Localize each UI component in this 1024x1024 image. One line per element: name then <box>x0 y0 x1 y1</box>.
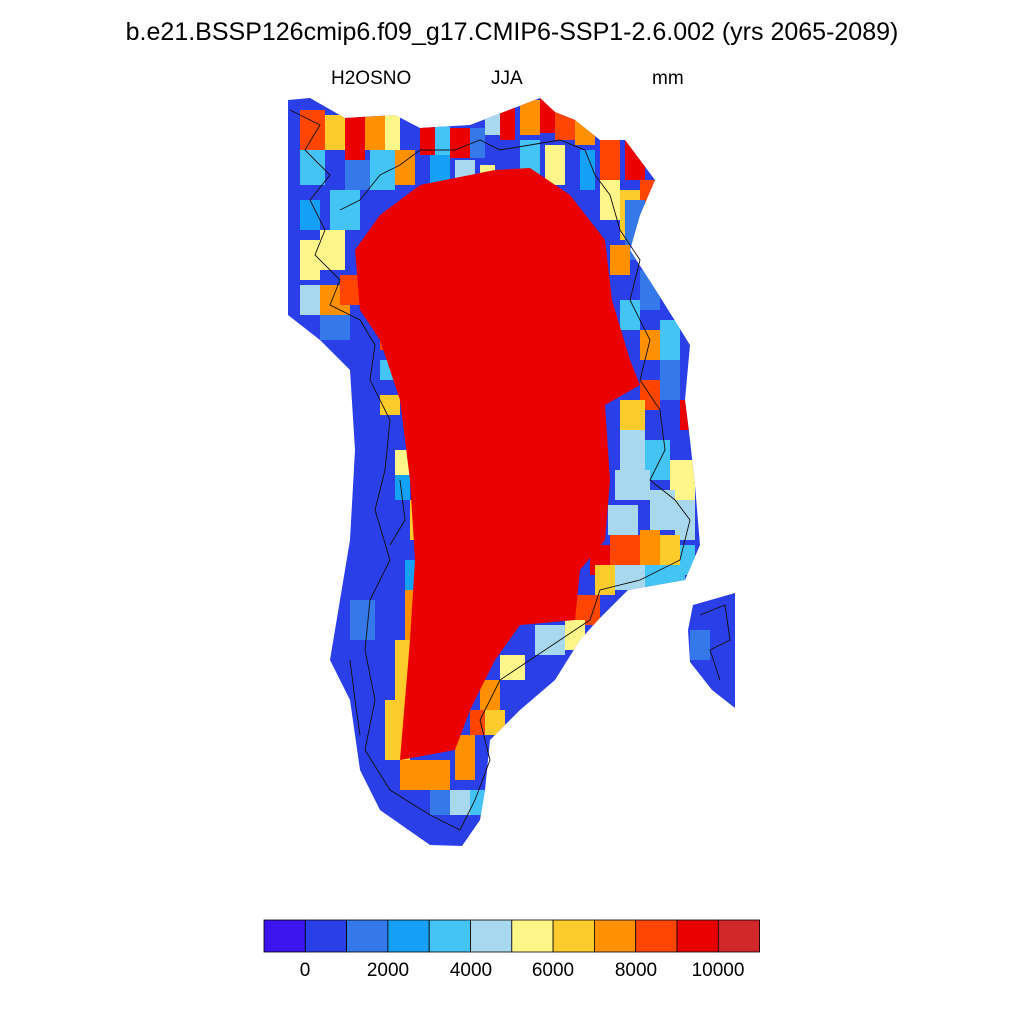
east-island-patch <box>690 630 710 660</box>
season-label: JJA <box>491 68 523 89</box>
colorbar-swatch <box>511 919 554 953</box>
colorbar-swatch <box>346 919 389 953</box>
colorbar-swatch <box>428 919 471 953</box>
colorbar-tick-label: 2000 <box>366 960 410 981</box>
colorbar-tick-label: 8000 <box>614 960 658 981</box>
colorbar-tick-label: 0 <box>299 960 311 981</box>
colorbar-swatch <box>387 919 430 953</box>
colorbar-swatch <box>594 919 637 953</box>
colorbar-swatch <box>552 919 595 953</box>
colorbar-tick-label: 6000 <box>531 960 575 981</box>
ice-sheet-region <box>355 168 640 760</box>
units-label: mm <box>652 68 684 89</box>
coastline <box>289 109 731 831</box>
colorbar-tick-label: 10000 <box>691 960 745 981</box>
colorbar-swatch <box>304 919 347 953</box>
colorbar-swatch <box>263 919 306 953</box>
colorbar-swatch <box>676 919 719 953</box>
east-island <box>688 593 735 708</box>
figure-title: b.e21.BSSP126cmip6.f09_g17.CMIP6-SSP1-2.… <box>125 18 899 46</box>
colorbar-swatch <box>717 919 760 953</box>
colorbar-tick-label: 4000 <box>449 960 493 981</box>
variable-label: H2OSNO <box>331 68 412 89</box>
colorbar-swatch <box>470 919 513 953</box>
colorbar-swatch <box>635 919 678 953</box>
